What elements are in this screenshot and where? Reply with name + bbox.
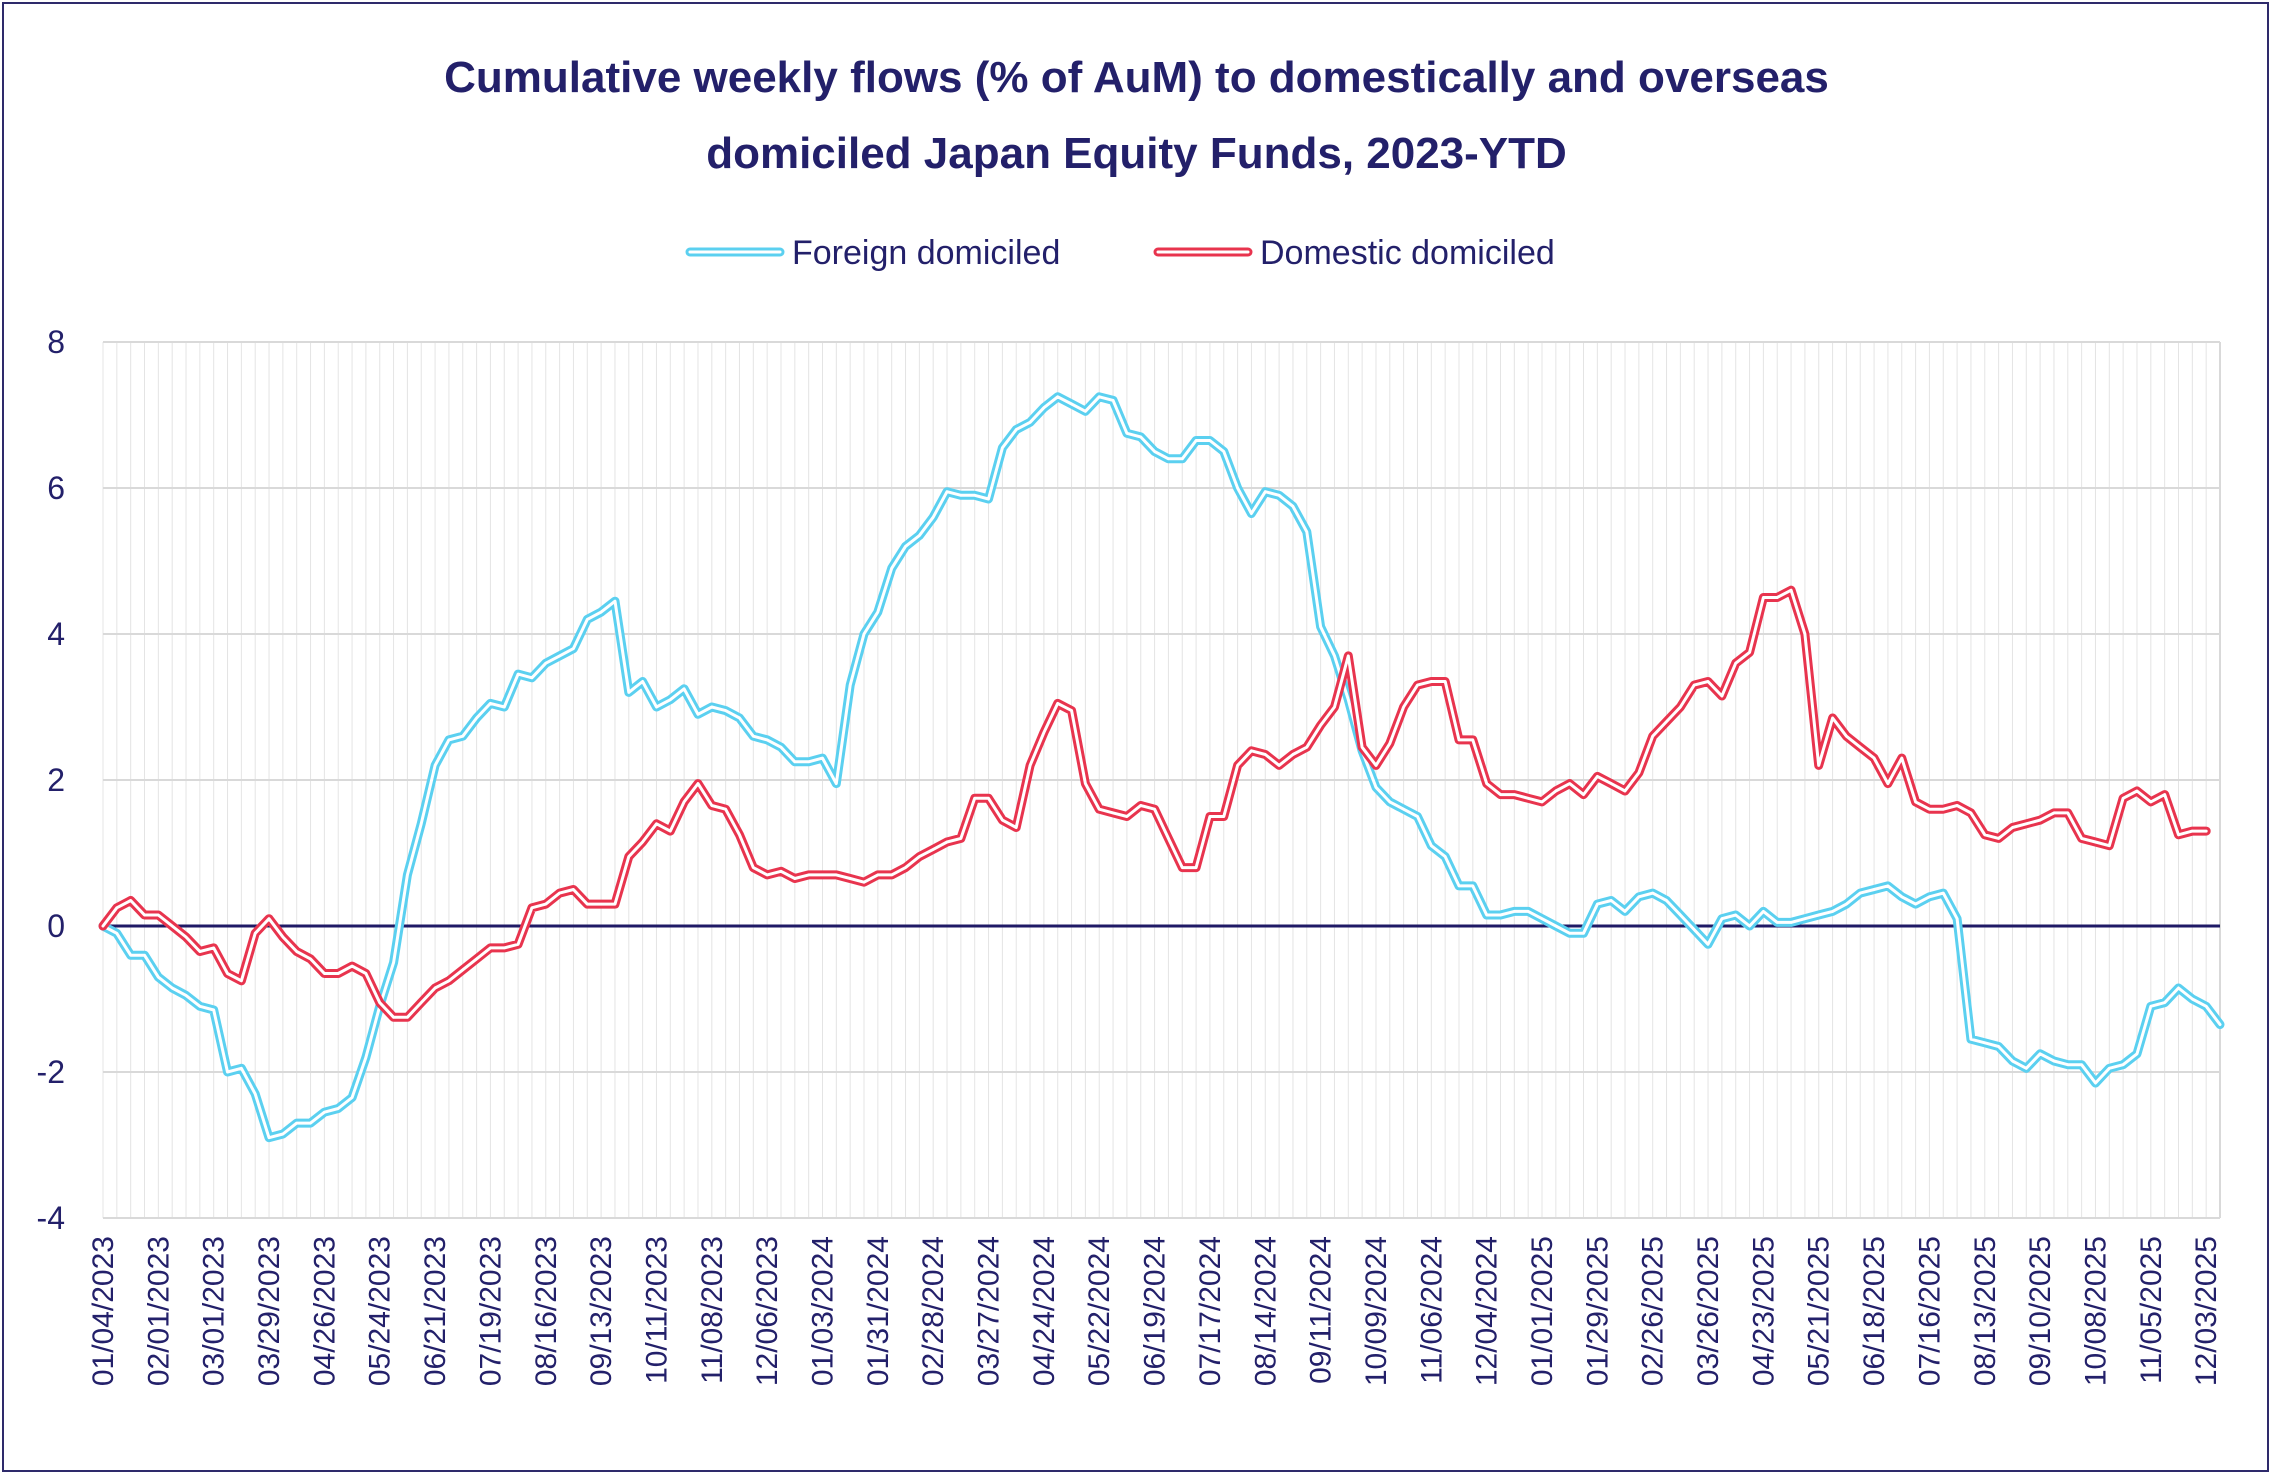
- y-tick-label: -4: [37, 1200, 65, 1236]
- x-axis-tick-labels: 01/04/2023 02/01/2023 03/01/2023 03/29/2023…: [87, 1236, 2223, 1386]
- x-tick-label: 04/23/2025: [1747, 1236, 1780, 1386]
- x-tick-label: 07/17/2024: [1194, 1236, 1227, 1386]
- y-tick-label: 8: [47, 324, 65, 360]
- x-tick-label: 10/09/2024: [1360, 1236, 1393, 1386]
- x-tick-label: 05/24/2023: [364, 1236, 397, 1386]
- chart-title-line-1: Cumulative weekly flows (% of AuM) to do…: [444, 53, 1829, 102]
- x-tick-label: 11/08/2023: [696, 1236, 729, 1384]
- x-tick-label: 10/08/2025: [2079, 1236, 2112, 1386]
- y-tick-label: 2: [47, 762, 65, 798]
- chart-title: Cumulative weekly flows (% of AuM) to do…: [0, 40, 2273, 192]
- x-tick-label: 09/11/2024: [1305, 1236, 1338, 1384]
- legend-foreign-domiciled-label: Foreign domiciled: [792, 234, 1060, 272]
- legend-domestic-domiciled-label: Domestic domiciled: [1260, 234, 1555, 272]
- x-tick-label: 03/29/2023: [253, 1236, 286, 1386]
- x-tick-label: 01/04/2023: [87, 1236, 120, 1386]
- x-tick-label: 06/21/2023: [419, 1236, 452, 1386]
- x-tick-label: 12/06/2023: [751, 1236, 784, 1386]
- domestic-domiciled-series-line-inner: [101, 588, 2208, 1019]
- x-tick-label: 07/19/2023: [474, 1236, 507, 1386]
- x-tick-label: 11/05/2025: [2135, 1236, 2168, 1384]
- x-tick-label: 03/01/2023: [198, 1236, 231, 1386]
- y-tick-label: 6: [47, 470, 65, 506]
- x-tick-label: 10/11/2023: [640, 1236, 673, 1384]
- x-tick-label: 01/03/2024: [807, 1236, 840, 1386]
- x-tick-label: 06/19/2024: [1139, 1236, 1172, 1386]
- y-tick-label: 0: [47, 908, 65, 944]
- x-tick-label: 01/29/2025: [1581, 1236, 1614, 1386]
- x-tick-label: 05/22/2024: [1083, 1236, 1116, 1386]
- x-tick-label: 09/13/2023: [585, 1236, 618, 1386]
- x-tick-label: 01/01/2025: [1526, 1236, 1559, 1386]
- series-lines: [98, 392, 2225, 1143]
- x-tick-label: 12/03/2025: [2190, 1236, 2223, 1386]
- y-axis-tick-labels: 8 6 4 2 0 -2 -4: [37, 324, 65, 1236]
- x-tick-label: 04/24/2024: [1028, 1236, 1061, 1386]
- y-tick-label: -2: [37, 1054, 65, 1090]
- x-tick-label: 02/26/2025: [1637, 1236, 1670, 1386]
- x-tick-label: 06/18/2025: [1858, 1236, 1891, 1386]
- x-tick-label: 12/04/2024: [1471, 1236, 1504, 1386]
- legend: Foreign domiciled Domestic domiciled: [685, 234, 1555, 272]
- x-tick-label: 05/21/2025: [1803, 1236, 1836, 1386]
- x-tick-label: 11/06/2024: [1415, 1236, 1448, 1384]
- x-tick-label: 09/10/2025: [2024, 1236, 2057, 1386]
- y-tick-label: 4: [47, 616, 65, 652]
- x-tick-label: 07/16/2025: [1913, 1236, 1946, 1386]
- x-tick-label: 03/26/2025: [1692, 1236, 1725, 1386]
- x-tick-label: 02/28/2024: [917, 1236, 950, 1386]
- x-tick-label: 08/14/2024: [1249, 1236, 1282, 1386]
- x-tick-label: 01/31/2024: [862, 1236, 895, 1386]
- x-tick-label: 03/27/2024: [973, 1236, 1006, 1386]
- x-tick-label: 08/13/2025: [1969, 1236, 2002, 1386]
- x-tick-label: 04/26/2023: [308, 1236, 341, 1386]
- x-tick-label: 02/01/2023: [142, 1236, 175, 1386]
- foreign-domiciled-series-line-inner: [101, 395, 2222, 1140]
- x-tick-label: 08/16/2023: [530, 1236, 563, 1386]
- chart-title-line-2: domiciled Japan Equity Funds, 2023-YTD: [706, 129, 1567, 178]
- gridlines: [102, 341, 2221, 1219]
